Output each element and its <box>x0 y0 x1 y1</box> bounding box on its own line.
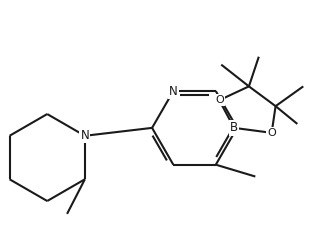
Text: O: O <box>267 128 276 138</box>
Text: N: N <box>81 129 89 142</box>
Text: B: B <box>230 121 238 134</box>
Text: O: O <box>215 95 224 105</box>
Text: N: N <box>169 84 178 97</box>
